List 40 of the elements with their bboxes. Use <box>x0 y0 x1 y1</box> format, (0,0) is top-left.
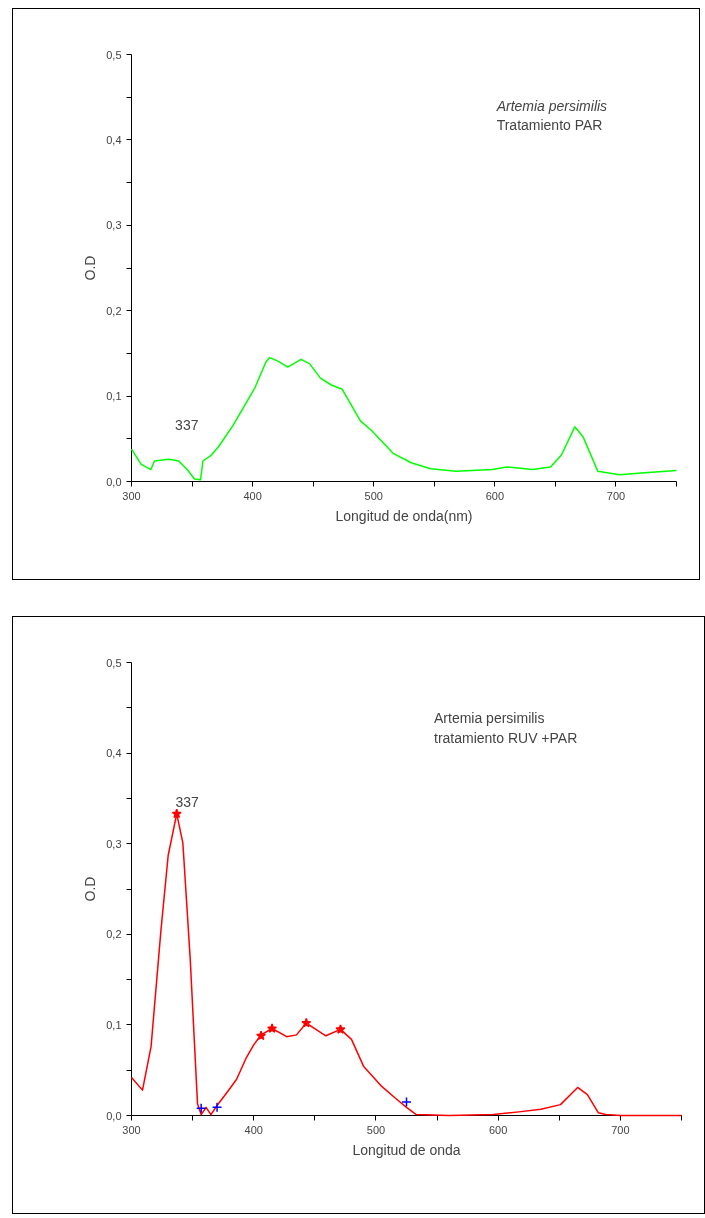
y-axis-title: O.D <box>82 876 99 902</box>
y-tick-label: 0,4 <box>106 747 122 760</box>
point <box>256 1030 267 1041</box>
y-tick-label: 0,4 <box>106 133 122 146</box>
y-tick-label: 0,1 <box>106 1018 122 1031</box>
annotation: Tratamiento PAR <box>496 117 603 134</box>
y-tick-label: 0,5 <box>106 656 122 669</box>
annotation: Artemia persimilis <box>495 98 608 115</box>
y-tick-label: 0,2 <box>106 304 122 317</box>
x-tick-label: 700 <box>611 1123 630 1136</box>
point <box>335 1024 346 1034</box>
x-tick-label: 400 <box>243 489 262 502</box>
y-tick-label: 0,3 <box>106 837 122 850</box>
annotation: Artemia persimilis <box>434 709 545 726</box>
point <box>301 1017 312 1028</box>
x-axis-title: Longitud de onda <box>352 1141 461 1158</box>
annotation: 337 <box>175 417 199 434</box>
y-tick-label: 0,1 <box>106 390 122 403</box>
y-tick-label: 0,3 <box>106 219 122 232</box>
x-tick-label: 300 <box>122 489 141 502</box>
x-tick-label: 400 <box>244 1123 263 1136</box>
x-tick-label: 500 <box>364 489 383 502</box>
x-axis-title: Longitud de onda(nm) <box>335 507 473 524</box>
y-tick-label: 0,0 <box>106 1109 122 1122</box>
x-tick-label: 700 <box>606 489 626 502</box>
y-tick-label: 0,5 <box>106 48 122 61</box>
point <box>401 1096 412 1108</box>
y-tick-label: 0,0 <box>106 475 122 488</box>
x-tick-label: 300 <box>122 1123 141 1136</box>
point <box>171 808 182 819</box>
point <box>195 1103 207 1114</box>
point <box>267 1023 278 1033</box>
y-tick-label: 0,2 <box>106 928 122 941</box>
x-tick-label: 600 <box>488 1123 508 1136</box>
x-tick-label: 600 <box>485 489 505 502</box>
x-tick-label: 500 <box>366 1123 386 1136</box>
point <box>211 1102 223 1113</box>
annotation: 337 <box>175 794 200 811</box>
y-axis-title: O.D <box>82 255 99 281</box>
annotation: tratamiento RUV +PAR <box>434 730 578 747</box>
